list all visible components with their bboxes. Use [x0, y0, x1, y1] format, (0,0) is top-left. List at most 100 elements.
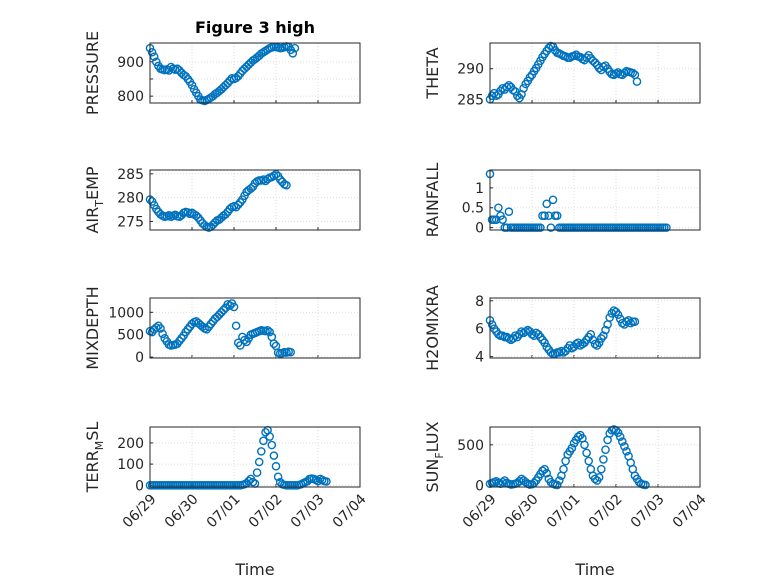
x-tick-label: 07/03 [288, 491, 328, 531]
x-tick-label: 07/04 [670, 491, 710, 531]
subplot-theta: 285 290 THETA [423, 41, 701, 108]
data-point [491, 477, 501, 486]
axes-box [489, 426, 701, 488]
y-tick-label: 900 [117, 55, 144, 71]
y-tick-label: 8 [475, 294, 484, 310]
data-point [622, 447, 631, 456]
data-point [582, 448, 591, 458]
y-axis-label: AIRTEMP [83, 166, 106, 233]
data-point [594, 472, 604, 482]
y-axis-label: H2OMIXRA [423, 285, 442, 371]
subplot-air-temp: 275 280 285 AIRTEMP [83, 166, 361, 234]
data-point [494, 203, 503, 213]
data-point [269, 451, 279, 460]
data-point [641, 480, 650, 490]
data-point [548, 195, 558, 205]
data-point [254, 457, 264, 467]
data-point [597, 464, 606, 474]
data-point [219, 305, 228, 315]
data-point [496, 86, 505, 96]
y-tick-label: 6 [475, 322, 484, 338]
data-point [618, 437, 627, 446]
y-tick-label: 4 [475, 350, 484, 366]
axes-box [149, 426, 361, 488]
data-point [599, 331, 608, 340]
y-axis-label: THETA [423, 47, 442, 99]
y-tick-label: 285 [117, 167, 144, 183]
x-tick-label: 07/02 [586, 491, 626, 531]
data-point [156, 324, 165, 333]
data-point [313, 476, 323, 486]
y-axis-label: SUNFLUX [423, 421, 446, 492]
x-tick-label: 07/02 [246, 491, 286, 531]
data-point [231, 321, 241, 331]
data-point [622, 317, 631, 327]
data-point [573, 432, 583, 442]
subplot-h2omixra: 4 6 8 H2OMIXRA [423, 285, 701, 371]
data-point [552, 211, 562, 220]
axes-box [489, 169, 701, 231]
subplot-pressure: 800 900 PRESSURE Figure 3 high [83, 18, 361, 115]
data-point [246, 184, 256, 193]
y-tick-label: 0 [475, 478, 484, 494]
subplot-terr-msl: 0 100 200 TERRMSL 06/29 06/30 07/01 07/02 07/03 0… [83, 422, 370, 579]
data-point [515, 477, 524, 486]
y-tick-label: 200 [117, 436, 144, 452]
data-point [590, 474, 600, 484]
data-point [267, 440, 277, 450]
data-point [510, 331, 520, 340]
data-point [288, 48, 298, 58]
subplot-rainfall: 0 0.5 1 RAINFALL [423, 163, 701, 237]
data-point [628, 68, 638, 78]
axes-box [149, 169, 361, 231]
data-point [538, 466, 547, 476]
data-point [269, 339, 279, 348]
y-tick-label: 800 [117, 89, 144, 105]
data-point [594, 338, 604, 347]
data-point [620, 442, 629, 451]
data-point [540, 338, 549, 347]
data-point [498, 215, 507, 224]
x-tick-label: 07/01 [544, 491, 584, 531]
y-tick-label: 285 [457, 92, 484, 108]
data-point [544, 211, 554, 220]
data-point [615, 432, 625, 442]
y-axis-label: TERRMSL [83, 422, 106, 494]
axes-background [150, 298, 360, 358]
y-tick-label: 0 [475, 221, 484, 237]
y-tick-label: 290 [457, 62, 484, 78]
data-point [248, 477, 258, 487]
data-point [590, 58, 600, 67]
data-point [542, 468, 552, 478]
data-point [229, 302, 239, 312]
y-tick-label: 1000 [108, 305, 144, 321]
data-point [259, 436, 268, 446]
data-point [546, 348, 556, 357]
data-point [580, 440, 589, 450]
data-point [233, 200, 243, 210]
data-point [487, 91, 497, 100]
data-point [275, 175, 285, 184]
data-point [632, 77, 642, 86]
data-point [265, 327, 275, 337]
subplot-mixdepth: 0 500 1000 MIXDEPTH [83, 286, 361, 370]
data-point [269, 171, 279, 181]
data-point [586, 329, 596, 339]
data-point [559, 464, 568, 474]
axes-box [489, 297, 701, 359]
axes-box [149, 42, 361, 104]
data-point [271, 461, 281, 471]
data-point [613, 310, 623, 320]
data-point [151, 323, 161, 332]
x-axis-label: Time [234, 560, 274, 579]
data-point [662, 223, 671, 232]
data-point [187, 80, 197, 90]
data-point [504, 80, 514, 90]
x-tick-label: 07/03 [628, 491, 668, 531]
data-point [231, 202, 241, 212]
y-axis-label: PRESSURE [83, 31, 102, 115]
x-tick-label: 06/29 [120, 491, 160, 531]
data-point [223, 78, 232, 88]
x-tick-label: 07/04 [330, 491, 370, 531]
y-tick-label: 100 [117, 457, 144, 473]
